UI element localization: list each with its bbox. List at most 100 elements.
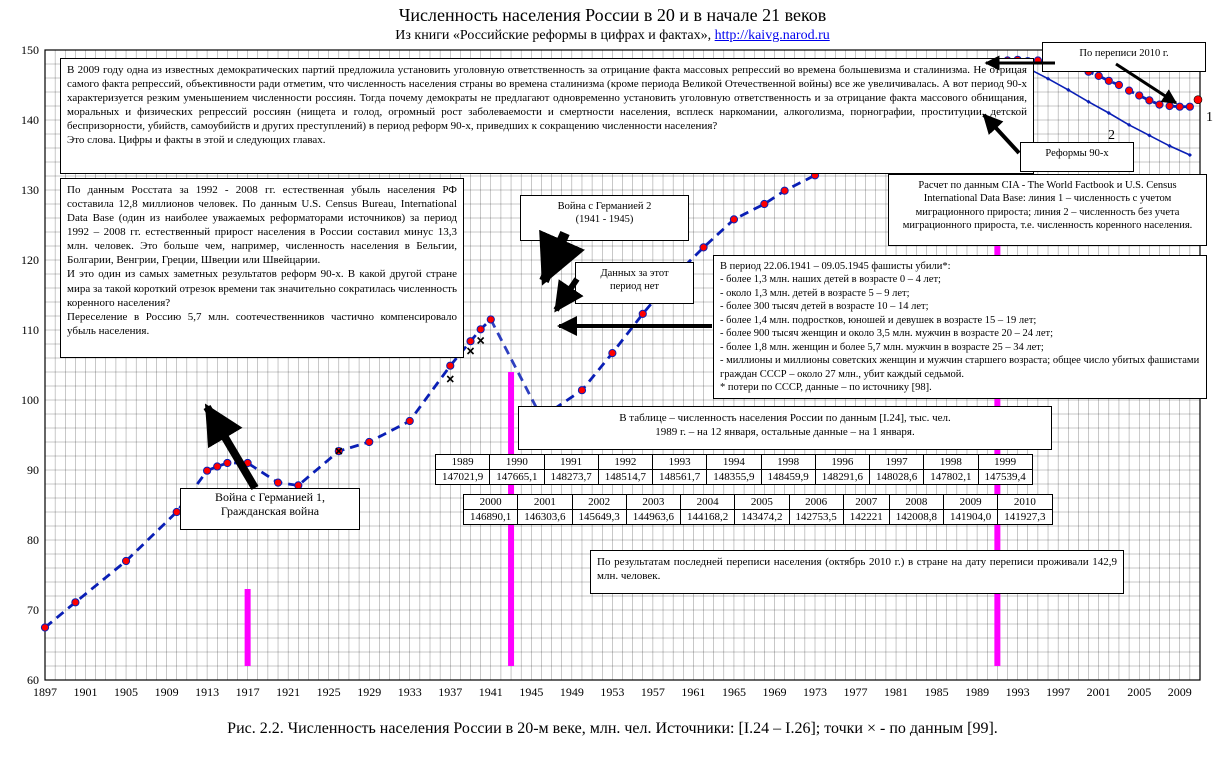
value-cell: 147665,1 [490,470,544,485]
svg-text:1917: 1917 [236,685,260,699]
series-2-endpoint-label: 2 [1108,128,1115,144]
year-cell: 1991 [544,455,598,470]
value-cell: 146303,6 [518,510,572,525]
value-cell: 141927,3 [998,510,1052,525]
series-main-marker [578,387,585,394]
series-main-marker [1186,103,1193,110]
top-paragraph-box: В 2009 году одна из известных демократич… [60,58,1034,174]
series-main-marker [467,338,474,345]
year-cell: 2005 [735,495,789,510]
figure-caption: Рис. 2.2. Численность населения России в… [0,720,1225,738]
series-main-marker [214,463,221,470]
svg-text:1937: 1937 [438,685,462,699]
no-data-label-box: Данных за этот период нет [575,262,694,304]
table-note-box: В таблице – численность населения России… [518,406,1052,450]
census-2010-note-box: По результатам последней переписи населе… [590,550,1124,594]
value-cell: 148273,7 [544,470,598,485]
value-cell: 142753,5 [789,510,843,525]
year-cell: 2008 [889,495,943,510]
series-main-marker [224,459,231,466]
fascists-losses-box: В период 22.06.1941 – 09.05.1945 фашисты… [713,255,1207,399]
svg-text:80: 80 [27,533,39,547]
event-bar [245,589,251,666]
svg-text:2001: 2001 [1087,685,1111,699]
series-main-marker [1105,77,1112,84]
svg-text:140: 140 [21,113,39,127]
series-main-marker [1166,102,1173,109]
series-main-marker [1176,103,1183,110]
series-main-marker [274,479,281,486]
series-main-marker [366,438,373,445]
value-cell: 143474,2 [735,510,789,525]
svg-text:1897: 1897 [33,685,57,699]
series-main-marker [487,316,494,323]
year-cell: 2010 [998,495,1052,510]
svg-text:1949: 1949 [560,685,584,699]
year-cell: 2001 [518,495,572,510]
svg-text:1913: 1913 [195,685,219,699]
left-paragraph-box: По данным Росстата за 1992 - 2008 гг. ес… [60,178,464,358]
year-cell: 2009 [944,495,998,510]
svg-text:90: 90 [27,463,39,477]
year-cell: 2003 [626,495,680,510]
year-cell: 2002 [572,495,626,510]
svg-text:1941: 1941 [479,685,503,699]
series-main-marker [1136,92,1143,99]
year-cell: 1989 [436,455,490,470]
svg-text:1925: 1925 [317,685,341,699]
series-main-marker [1125,87,1132,94]
svg-text:130: 130 [21,183,39,197]
series-main-marker [761,200,768,207]
year-cell: 1990 [490,455,544,470]
value-cell: 141904,0 [944,510,998,525]
series-main-marker [122,557,129,564]
year-cell: 1997 [870,455,924,470]
war1-label: Война с Германией 1, Гражданская война [180,488,360,530]
svg-text:1933: 1933 [398,685,422,699]
svg-text:70: 70 [27,603,39,617]
value-cell: 145649,3 [572,510,626,525]
value-cell: 148514,7 [598,470,652,485]
year-cell: 1998 [761,455,815,470]
svg-text:1977: 1977 [844,685,868,699]
series-main-marker [781,187,788,194]
series-main-marker [609,350,616,357]
series-main-marker [244,459,251,466]
year-cell: 1993 [653,455,707,470]
year-cell: 2007 [843,495,889,510]
year-cell: 1992 [598,455,652,470]
census-2010-label-box: По переписи 2010 г. [1042,42,1206,72]
year-cell: 1994 [707,455,761,470]
series-main-marker [72,599,79,606]
svg-text:1901: 1901 [74,685,98,699]
year-cell: 2006 [789,495,843,510]
value-cell: 146890,1 [464,510,518,525]
svg-text:1997: 1997 [1046,685,1070,699]
series-main-marker [1095,72,1102,79]
svg-text:1973: 1973 [803,685,827,699]
svg-text:1945: 1945 [519,685,543,699]
series-main-marker [204,467,211,474]
svg-text:120: 120 [21,253,39,267]
year-cell: 2000 [464,495,518,510]
value-cell: 148028,6 [870,470,924,485]
year-cell: 1998 [924,455,978,470]
census-2010-marker [1194,96,1202,104]
series-main-marker [477,326,484,333]
svg-text:1909: 1909 [155,685,179,699]
year-cell: 2004 [681,495,735,510]
series-main-marker [406,417,413,424]
svg-text:1989: 1989 [965,685,989,699]
year-cell: 1999 [978,455,1032,470]
svg-text:1993: 1993 [1006,685,1030,699]
svg-text:2009: 2009 [1168,685,1192,699]
cia-note-box: Расчет по данным CIA - The World Factboo… [888,174,1207,246]
series-main-marker [1115,81,1122,88]
series-main-marker [730,216,737,223]
reforms-90s-label-box: Реформы 90-х [1020,142,1134,172]
value-cell: 147021,9 [436,470,490,485]
svg-text:1981: 1981 [884,685,908,699]
value-cell: 142221 [843,510,889,525]
value-cell: 144168,2 [681,510,735,525]
svg-text:110: 110 [21,323,39,337]
